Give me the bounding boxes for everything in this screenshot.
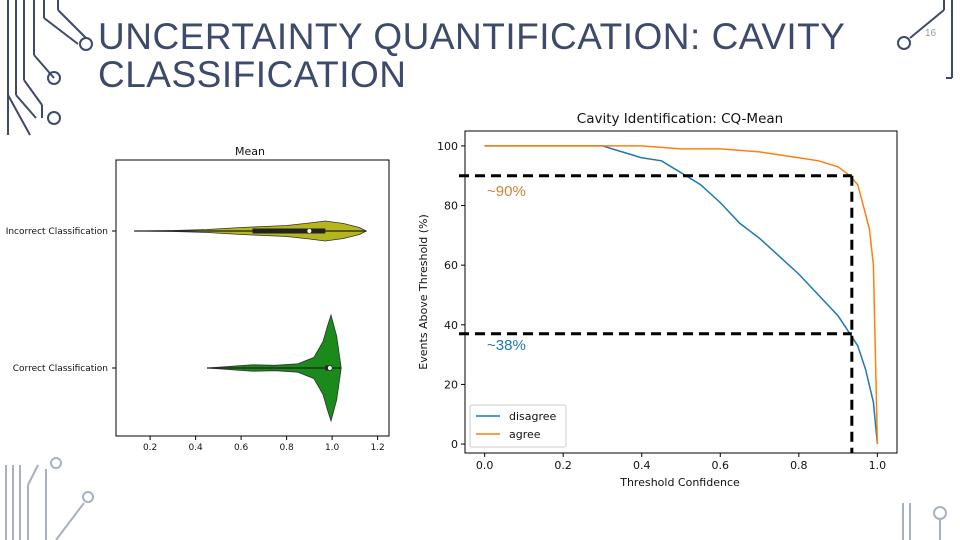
- threshold-line-chart: Cavity Identification: CQ-Mean Events Ab…: [417, 111, 898, 489]
- violin-x-tick-label: 1.2: [370, 443, 384, 453]
- annotation-disagree-percent: ~38%: [487, 337, 526, 354]
- series-line-agree: [484, 145, 879, 445]
- line-x-tick-label: 0.8: [790, 459, 808, 472]
- violin-median-dot: [307, 229, 312, 233]
- line-chart-legend: disagree agree: [469, 404, 567, 448]
- line-x-tick-label: 0.0: [476, 459, 494, 472]
- line-y-tick-label: 20: [444, 378, 458, 391]
- violin-x-tick-label: 1.0: [325, 443, 340, 453]
- violin-plot-frame: [115, 159, 390, 437]
- line-chart-title: Cavity Identification: CQ-Mean: [577, 111, 783, 127]
- violin-category-label-incorrect: Incorrect Classification: [6, 227, 108, 237]
- line-y-tick-label: 80: [444, 200, 458, 213]
- violin-x-tick-label: 0.4: [188, 443, 203, 453]
- circuit-decoration-top-right: [897, 0, 953, 79]
- annotation-agree-percent: ~90%: [487, 183, 526, 200]
- line-y-tick-label: 0: [451, 438, 458, 451]
- page-title: UNCERTAINTY QUANTIFICATION: CAVITY CLASS…: [98, 18, 858, 94]
- violin-x-tick-label: 0.8: [279, 443, 294, 453]
- circuit-decoration-bottom-right: [902, 503, 947, 540]
- circuit-decoration-top-left: [7, 0, 93, 136]
- line-plot-frame: [464, 130, 898, 454]
- legend-label-disagree: disagree: [509, 410, 557, 423]
- violin-chart: Mean Incorrect Classification Correct Cl…: [6, 145, 390, 453]
- legend-label-agree: agree: [509, 428, 541, 441]
- line-y-tick-label: 100: [437, 140, 458, 153]
- violin-category-label-correct: Correct Classification: [13, 364, 108, 374]
- line-chart-ylabel: Events Above Threshold (%): [417, 214, 430, 370]
- violin-chart-title: Mean: [235, 145, 265, 158]
- title-line-1: UNCERTAINTY QUANTIFICATION: CAVITY: [98, 16, 846, 57]
- violin-median-dot: [327, 366, 332, 370]
- circuit-decoration-bottom-left: [5, 457, 94, 540]
- violin-x-tick-label: 0.6: [234, 443, 249, 453]
- violin-x-tick-label: 0.2: [143, 443, 157, 453]
- line-x-tick-label: 0.6: [712, 459, 730, 472]
- line-x-tick-label: 0.4: [633, 459, 651, 472]
- series-line-disagree: [484, 145, 879, 445]
- line-chart-xlabel: Threshold Confidence: [619, 476, 740, 489]
- line-y-tick-label: 60: [444, 259, 458, 272]
- line-y-tick-label: 40: [444, 319, 458, 332]
- violin-iqr-box: [252, 228, 326, 234]
- line-x-tick-label: 0.2: [554, 459, 572, 472]
- title-line-2: CLASSIFICATION: [98, 54, 407, 95]
- slide-number: 16: [925, 28, 937, 39]
- line-x-tick-label: 1.0: [869, 459, 887, 472]
